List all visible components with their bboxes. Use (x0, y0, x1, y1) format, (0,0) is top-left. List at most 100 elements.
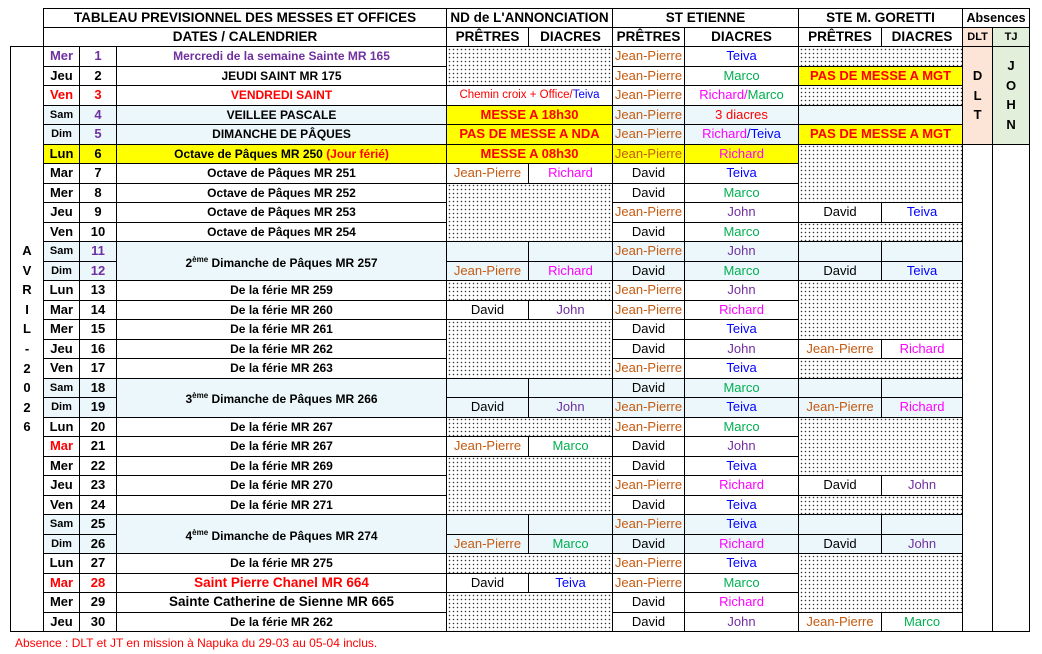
mgt-pretre-cell (798, 241, 883, 262)
day-name: Jeu (43, 202, 80, 223)
unscheduled-cell (445, 319, 614, 379)
label-text: Octave de Pâques MR 252 (207, 185, 356, 200)
absence-letter: N (1006, 116, 1016, 132)
liturgical-label: De la férie MR 271 (116, 494, 447, 515)
nda-diacre-cell: Marco (527, 436, 614, 457)
merged-notice-cell: PAS DE MESSE A MGT (798, 65, 964, 86)
label-text: JEUDI SAINT MR 175 (221, 68, 342, 83)
label-text: Dimanche de Pâques MR 266 (211, 392, 378, 406)
se-diacre-cell: Teiva (684, 455, 800, 476)
table-row: Lun 6 Octave de Pâques MR 250 (Jour férié)… (10, 143, 1031, 632)
day-number: 3 (79, 85, 117, 106)
merged-notice-cell: Chemin croix + Office/Teiva (445, 85, 614, 106)
unscheduled-cell (798, 46, 964, 67)
label-text: De la férie MR 269 (230, 458, 333, 473)
day-number: 2 (79, 65, 117, 86)
cell-text-part: Chemin croix + Office/ (459, 89, 573, 102)
nda-diacres-header: DIACRES (527, 27, 614, 47)
absence-letter: O (1005, 77, 1017, 93)
se-pretre-cell: Jean-Pierre (612, 241, 686, 262)
liturgical-label: De la férie MR 267 (116, 416, 447, 437)
se-pretre-cell: David (612, 611, 686, 632)
absence-letter: T (973, 107, 982, 122)
label-text: De la férie MR 267 (230, 439, 333, 454)
label-text: De la férie MR 263 (230, 361, 333, 376)
se-diacre-cell: Marco (684, 221, 800, 242)
cell-text-part: Richard/ (699, 87, 748, 103)
unscheduled-cell (798, 221, 964, 242)
table-title: TABLEAU PREVISIONNEL DES MESSES ET OFFIC… (43, 8, 447, 28)
day-name: Mar (43, 163, 80, 184)
label-text: Octave de Pâques MR 250 (174, 146, 323, 161)
day-name: Mar (43, 299, 80, 320)
liturgical-label: VENDREDI SAINT (116, 85, 447, 106)
table-row: Sam 25 4ème Dimanche de Pâques MR 274 Jean-… (10, 514, 1030, 554)
tj-header: TJ (992, 27, 1031, 47)
nda-pretre-cell (446, 241, 529, 262)
nda-pretres-header: PRÊTRES (446, 27, 529, 47)
se-diacre-cell: Marco (684, 416, 800, 437)
absences-header: Absences (962, 8, 1031, 28)
day-number: 29 (79, 592, 117, 613)
unscheduled-cell (798, 416, 964, 476)
nda-diacre-cell: Richard (527, 163, 614, 184)
nda-diacre-cell: Richard (527, 260, 614, 281)
absence-letter: L (973, 87, 982, 103)
table-row: Mer 29 Sainte Catherine de Sienne MR 665 Da… (11, 592, 1030, 632)
se-pretre-cell: David (612, 260, 686, 281)
mgt-diacre-cell: Teiva (881, 260, 964, 281)
day-name: Mer (43, 455, 80, 476)
blank-corner (11, 9, 44, 28)
se-diacre-cell: Marco (684, 377, 800, 398)
se-diacre-cell: Teiva (684, 553, 800, 574)
day-number: 13 (79, 280, 117, 301)
label-text: De la férie MR 270 (230, 478, 333, 493)
unscheduled-cell (798, 494, 964, 515)
mgt-pretre-cell: Jean-Pierre (798, 397, 883, 418)
parish-nda-header: ND de L'ANNONCIATION (445, 8, 614, 28)
se-diacre-cell: Teiva (684, 514, 800, 535)
se-diacre-cell: John (684, 611, 800, 632)
se-pretre-cell: Jean-Pierre (612, 416, 686, 437)
table-row: Ven 17 De la férie MR 263 Jean-Pierre Teiva (11, 358, 1030, 379)
se-diacre-cell: Marco (684, 572, 800, 593)
label-note: (Jour férié) (326, 146, 389, 161)
se-pretre-cell: Jean-Pierre (612, 514, 686, 535)
mgt-diacre-cell: Richard (881, 338, 964, 359)
day-number: 21 (79, 436, 117, 457)
day-name: Lun (43, 553, 80, 574)
liturgical-label: De la férie MR 263 (116, 358, 447, 379)
se-diacre-cell: John (684, 241, 800, 262)
day-name: Jeu (43, 338, 80, 359)
se-diacre-cell: Teiva (684, 46, 800, 67)
cell-text-part: PAS DE MESSE A NDA (459, 126, 600, 142)
mgt-diacre-cell: Richard (881, 397, 964, 418)
month-letter: 6 (23, 419, 31, 435)
day-name: Dim (43, 260, 80, 281)
unscheduled-cell (798, 358, 964, 379)
day-name: Lun (43, 143, 80, 164)
cell-text-part: PAS DE MESSE A MGT (809, 67, 952, 83)
day-name: Dim (43, 533, 80, 554)
parish-st-etienne-header: ST ETIENNE (612, 8, 800, 28)
se-pretre-cell: David (612, 377, 686, 398)
liturgical-label: 3ème Dimanche de Pâques MR 266 (116, 377, 447, 418)
liturgical-label: De la férie MR 275 (116, 553, 447, 574)
se-diacre-cell: John (684, 202, 800, 223)
se-diacre-cell: Teiva (684, 397, 800, 418)
cell-text-part: 3 diacres (715, 106, 768, 122)
day-number: 30 (79, 611, 117, 632)
day-name: Ven (43, 494, 80, 515)
nda-diacre-cell: Marco (527, 533, 614, 554)
label-text: Dimanche de Pâques MR 257 (211, 255, 378, 270)
mgt-pretre-cell (798, 514, 883, 535)
day-number: 26 (79, 533, 117, 554)
month-letter: V (22, 262, 32, 278)
day-name: Sam (43, 241, 80, 262)
day-name: Mer (43, 319, 80, 340)
day-name: Jeu (43, 611, 80, 632)
table-row: Sam 4 VEILLEE PASCALE MESSE A 18h30 Jean-Pie… (10, 104, 1030, 125)
nda-diacre-cell: John (527, 299, 614, 320)
ordinal-suffix: ème (192, 527, 209, 537)
